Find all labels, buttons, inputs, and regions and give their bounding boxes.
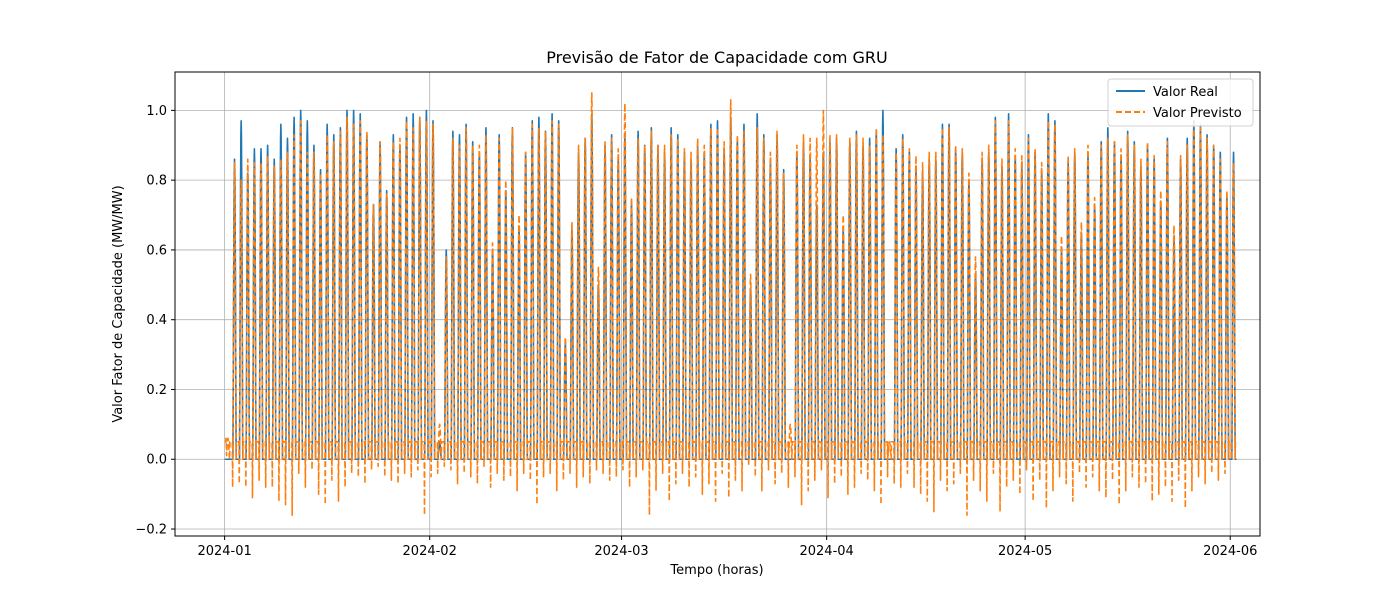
y-tick-label: 1.0 (146, 104, 167, 119)
legend: Valor Real Valor Previsto (1107, 78, 1254, 127)
y-tick-label: 0.4 (146, 313, 167, 328)
x-tick-label: 2024-06 (1203, 544, 1257, 559)
y-tick-label: 0.6 (146, 243, 167, 258)
chart-title: Previsão de Fator de Capacidade com GRU (546, 48, 888, 67)
y-axis-label: Valor Fator de Capacidade (MW/MW) (111, 185, 126, 422)
x-tick-label: 2024-05 (998, 544, 1052, 559)
x-tick-label: 2024-02 (403, 544, 457, 559)
axis-ticks: 2024-01 2024-02 2024-03 2024-04 2024-05 2024-… (135, 104, 1257, 559)
series-line-valor-previsto (224, 92, 1238, 516)
y-tick-label: 0.0 (146, 453, 167, 468)
legend-label-valor-real: Valor Real (1153, 85, 1218, 100)
x-tick-label: 2024-01 (197, 544, 251, 559)
legend-label-valor-previsto: Valor Previsto (1153, 106, 1242, 121)
plot-series (224, 92, 1238, 516)
x-tick-label: 2024-04 (799, 544, 853, 559)
x-tick-label: 2024-03 (594, 544, 648, 559)
y-tick-label: 0.2 (146, 383, 167, 398)
axes-frame (174, 71, 1261, 537)
y-tick-label: 0.8 (146, 174, 167, 189)
x-axis-label: Tempo (horas) (669, 563, 763, 578)
y-tick-label: −0.2 (135, 523, 167, 538)
